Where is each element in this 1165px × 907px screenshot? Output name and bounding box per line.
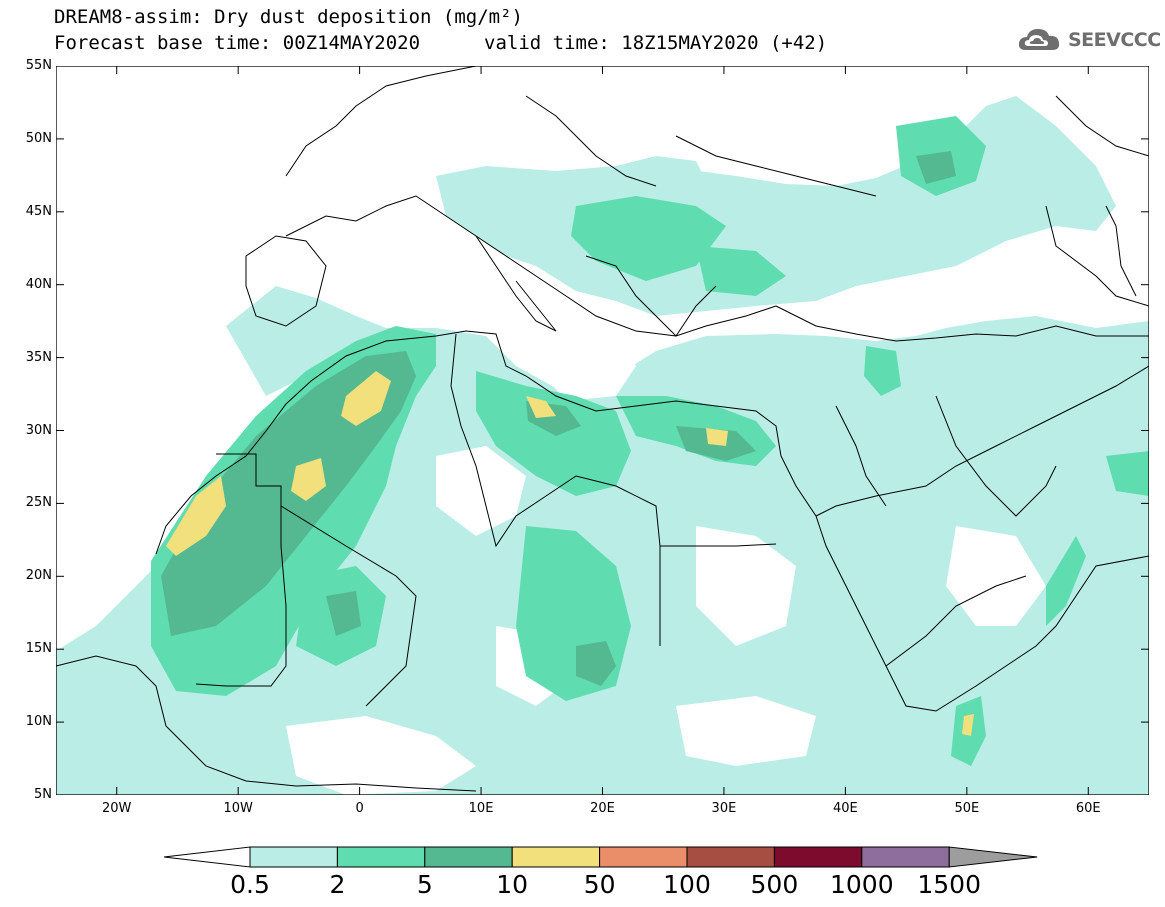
- lat-label: 25N: [25, 495, 52, 511]
- lon-label: 20E: [590, 801, 615, 816]
- lon-label: 40E: [832, 801, 858, 816]
- lat-label: 55N: [25, 58, 52, 73]
- colorbar-swatch: [686, 846, 775, 868]
- forecast-base-time: Forecast base time: 00Z14MAY2020: [54, 32, 421, 54]
- colorbar-label: 500: [750, 870, 799, 899]
- colorbar-swatch: [599, 846, 688, 868]
- lat-label: 15N: [25, 641, 52, 657]
- lat-label: 50N: [25, 130, 52, 146]
- lat-label: 40N: [25, 276, 52, 292]
- lon-label: 30E: [711, 801, 737, 816]
- colorbar-under-arrow: [163, 846, 251, 868]
- colorbar-swatch: [336, 846, 426, 868]
- lat-label: 10N: [25, 714, 52, 730]
- lon-label: 60E: [1075, 801, 1101, 816]
- lon-label: 50E: [954, 801, 980, 816]
- lon-label: 10E: [468, 801, 494, 816]
- colorbar-swatch: [773, 846, 863, 868]
- colorbar-swatch: [249, 846, 338, 868]
- colorbar-label: 1000: [829, 870, 894, 899]
- cloud-icon: [1018, 29, 1060, 50]
- colorbar-label: 2: [329, 870, 346, 899]
- colorbar-swatch: [511, 846, 601, 868]
- colorbar-over-arrow: [948, 846, 1038, 868]
- axis-ticks: [56, 66, 1149, 795]
- lat-label: 30N: [25, 422, 52, 438]
- valid-time: valid time: 18Z15MAY2020 (+42): [484, 32, 828, 54]
- map-title: DREAM8-assim: Dry dust deposition (mg/m²…: [54, 6, 523, 28]
- colorbar-label: 50: [583, 870, 616, 899]
- seevccc-logo: SEEVCCC: [1016, 24, 1161, 56]
- lon-label: 10W: [223, 801, 253, 816]
- lat-label: 35N: [25, 349, 52, 365]
- lon-label: 0: [355, 801, 364, 816]
- colorbar-label: 1500: [917, 870, 981, 899]
- lat-label: 5N: [34, 787, 52, 802]
- dust-deposition-fields: [56, 96, 1149, 795]
- colorbar-swatch: [861, 846, 950, 868]
- map-canvas: [56, 66, 1149, 795]
- country-borders: [56, 66, 1149, 792]
- colorbar-label: 0.5: [230, 870, 270, 899]
- logo-text: SEEVCCC: [1068, 29, 1161, 51]
- forecast-time-line: Forecast base time: 00Z14MAY2020 valid ti…: [54, 32, 827, 54]
- colorbar-label: 100: [663, 870, 711, 899]
- colorbar-label: 5: [416, 870, 433, 899]
- lon-label: 20W: [102, 801, 132, 816]
- colorbar: [163, 846, 1038, 868]
- colorbar-label: 10: [496, 870, 529, 899]
- colorbar-swatch: [424, 846, 513, 868]
- lat-label: 45N: [25, 203, 52, 219]
- lat-label: 20N: [25, 568, 52, 584]
